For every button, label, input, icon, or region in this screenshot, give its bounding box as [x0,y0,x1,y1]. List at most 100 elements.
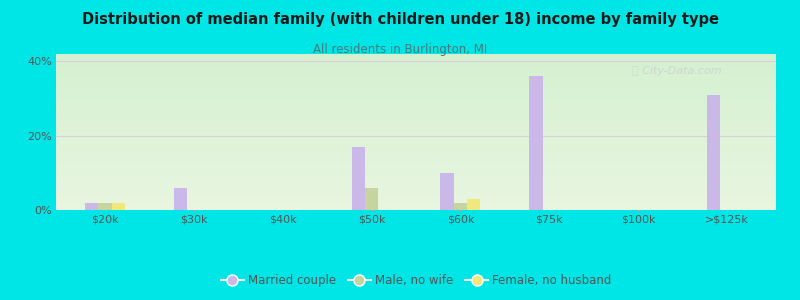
Bar [56,87,776,88]
Bar [56,136,776,137]
Text: Distribution of median family (with children under 18) income by family type: Distribution of median family (with chil… [82,12,718,27]
Bar [56,107,776,108]
Bar [56,59,776,60]
Bar [56,58,776,59]
Bar [56,98,776,99]
Bar [56,139,776,140]
Bar [56,175,776,176]
Bar [56,90,776,91]
Bar [56,70,776,71]
Bar [56,194,776,195]
Bar [56,209,776,210]
Bar [56,161,776,162]
Bar [56,76,776,77]
Bar [174,188,187,210]
Bar [56,201,776,202]
Bar [56,129,776,130]
Bar [56,207,776,208]
Bar [85,202,98,210]
Bar [56,56,776,57]
Bar [56,97,776,98]
Bar [56,133,776,134]
Bar [56,185,776,186]
Bar [56,182,776,183]
Bar [56,169,776,170]
Bar [56,111,776,112]
Bar [56,196,776,197]
Legend: Married couple, Male, no wife, Female, no husband: Married couple, Male, no wife, Female, n… [216,269,616,292]
Bar [56,183,776,184]
Bar [56,86,776,87]
Bar [56,173,776,174]
Bar [56,197,776,198]
Bar [56,78,776,79]
Bar [56,92,776,93]
Bar [56,143,776,144]
Bar [56,164,776,165]
Bar [56,168,776,169]
Bar [56,119,776,120]
Bar [56,154,776,155]
Bar [56,151,776,152]
Bar [56,159,776,160]
Bar [56,162,776,163]
Bar [56,65,776,66]
Bar [56,193,776,194]
Bar [365,188,378,210]
Bar [56,68,776,69]
Bar [56,55,776,56]
Bar [56,134,776,135]
Bar [56,163,776,164]
Bar [56,205,776,206]
Bar [56,73,776,74]
Bar [56,64,776,65]
Bar [56,160,776,161]
Bar [56,190,776,191]
Bar [56,104,776,105]
Bar [98,202,111,210]
Bar [56,102,776,103]
Bar [56,60,776,61]
Bar [56,198,776,199]
Bar [56,155,776,156]
Bar [56,172,776,173]
Bar [56,146,776,147]
Bar [56,66,776,67]
Bar [56,150,776,151]
Bar [56,61,776,62]
Bar [56,156,776,157]
Bar [441,173,454,210]
Bar [56,100,776,101]
Bar [56,93,776,94]
Bar [56,123,776,124]
Bar [56,208,776,209]
Bar [56,170,776,171]
Bar [56,85,776,86]
Bar [56,206,776,207]
Bar [56,130,776,131]
Bar [56,77,776,78]
Bar [56,83,776,84]
Bar [56,116,776,117]
Bar [56,54,776,55]
Bar [56,112,776,113]
Bar [56,152,776,153]
Bar [454,202,467,210]
Bar [56,89,776,90]
Bar [56,138,776,139]
Bar [56,137,776,138]
Bar [56,128,776,129]
Bar [56,108,776,109]
Text: Ⓢ City-Data.com: Ⓢ City-Data.com [632,67,722,76]
Bar [56,79,776,80]
Bar [56,57,776,58]
Bar [56,72,776,73]
Bar [56,125,776,126]
Bar [56,200,776,201]
Bar [56,191,776,192]
Bar [56,132,776,133]
Bar [56,167,776,168]
Bar [56,114,776,115]
Bar [56,95,776,96]
Bar [56,67,776,68]
